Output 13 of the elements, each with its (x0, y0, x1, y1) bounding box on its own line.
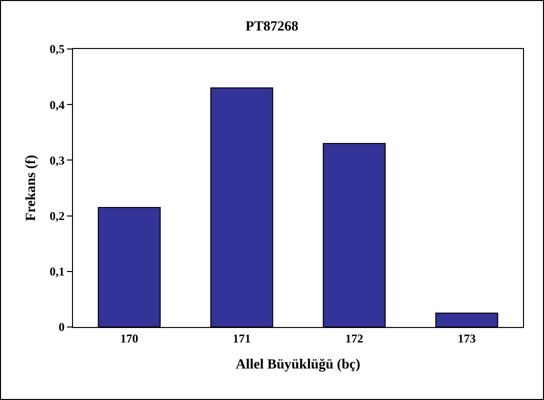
chart-title: PT87268 (246, 20, 298, 35)
x-tick-label: 172 (345, 331, 364, 346)
y-tick-label: 0,4 (50, 98, 65, 112)
x-axis-title: Allel Büyüklüğü (bç) (236, 358, 361, 373)
x-tick-label: 170 (120, 331, 138, 346)
y-tick-label: 0,3 (50, 153, 65, 168)
y-tick-label: 0 (58, 320, 65, 334)
y-tick-label: 0,2 (50, 209, 65, 223)
y-tick-label: 0,1 (50, 264, 65, 279)
x-tick-label: 171 (232, 331, 251, 346)
x-tick-label: 173 (458, 331, 476, 346)
y-axis-title: Frekans (f) (24, 154, 40, 222)
y-tick-label: 0,5 (50, 42, 65, 56)
